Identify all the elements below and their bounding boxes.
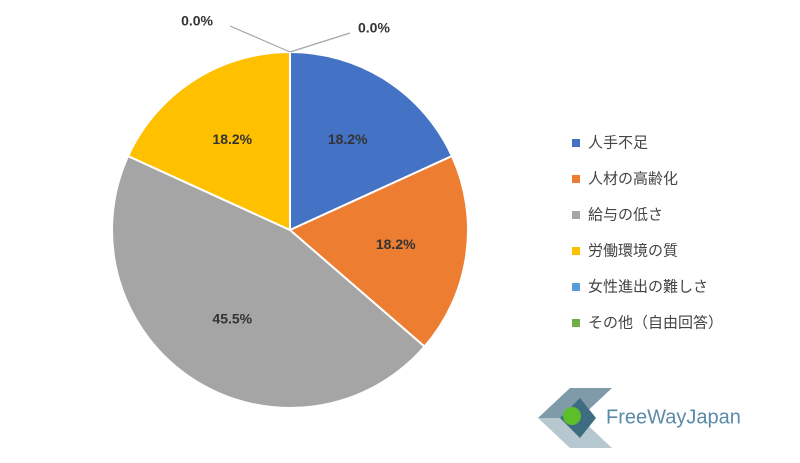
logo-icon	[538, 388, 612, 448]
value-label: 45.5%	[212, 311, 252, 327]
pie-slice	[111, 154, 426, 409]
legend-label: その他（自由回答）	[588, 314, 723, 332]
logo-text: FreeWayJapan	[606, 406, 741, 428]
legend-swatch	[572, 175, 580, 183]
pie-slice	[126, 50, 291, 232]
value-label: 0.0%	[181, 13, 213, 29]
value-label: 18.2%	[328, 131, 368, 147]
value-label: 18.2%	[376, 236, 416, 252]
leader-line	[289, 32, 351, 53]
pie-slice	[288, 154, 469, 348]
legend-swatch	[572, 211, 580, 219]
legend-label: 労働環境の質	[588, 242, 678, 260]
legend-label: 人手不足	[588, 134, 648, 152]
leader-line	[229, 25, 291, 53]
legend-label: 人材の高齢化	[588, 170, 678, 188]
value-label: 18.2%	[212, 131, 252, 147]
legend-swatch	[572, 139, 580, 147]
legend-label: 女性進出の難しさ	[588, 278, 708, 296]
legend-swatch	[572, 283, 580, 291]
legend-swatch	[572, 247, 580, 255]
legend-swatch	[572, 319, 580, 327]
value-label: 0.0%	[358, 20, 390, 36]
pie-slice	[289, 50, 454, 232]
legend-label: 給与の低さ	[588, 206, 663, 224]
